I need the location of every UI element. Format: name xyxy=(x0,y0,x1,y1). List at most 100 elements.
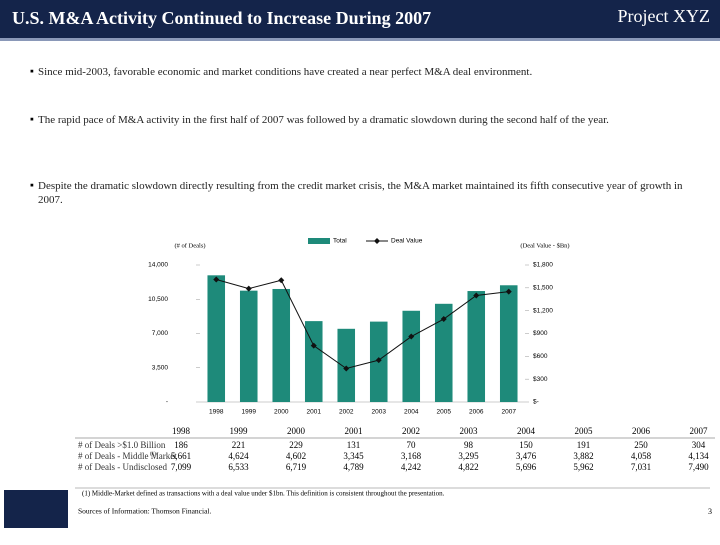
table-cell: 229 xyxy=(289,440,303,450)
legend-label: Total xyxy=(333,238,347,245)
bullet-marker: ▪ xyxy=(30,66,34,78)
row-label: # of Deals >$1.0 Billion xyxy=(78,440,166,450)
table-cell: 3,295 xyxy=(458,451,479,461)
bar xyxy=(467,291,486,402)
bullet-text-line: Despite the dramatic slowdown directly r… xyxy=(38,180,683,192)
x-tick-label: 2002 xyxy=(339,409,354,416)
legend-label: Deal Value xyxy=(391,238,423,245)
table-cell: 191 xyxy=(577,440,591,450)
project-name: Project XYZ xyxy=(618,6,710,26)
table-cell: 7,099 xyxy=(171,462,192,472)
y2-tick-label: $1,200 xyxy=(533,307,553,314)
table-cell: 6,533 xyxy=(228,462,249,472)
row-label: # of Deals - Undisclosed xyxy=(78,462,167,472)
bar xyxy=(337,328,356,402)
y-tick-label: 10,500 xyxy=(148,296,168,303)
bullet-marker: ▪ xyxy=(30,114,34,126)
bullet-text: Since mid-2003, favorable economic and m… xyxy=(38,66,532,78)
table-cell: 3,345 xyxy=(343,451,364,461)
y-tick-label: 3,500 xyxy=(152,364,169,371)
table-header: 2004 xyxy=(517,426,536,436)
header-bar xyxy=(0,0,720,38)
footnote: (1) Middle-Market defined as transaction… xyxy=(82,490,445,498)
bar xyxy=(272,288,291,402)
bullet-text: The rapid pace of M&A activity in the fi… xyxy=(38,114,609,126)
table-cell: 7,490 xyxy=(688,462,709,472)
table-cell: 150 xyxy=(519,440,533,450)
x-tick-label: 2003 xyxy=(372,409,387,416)
line-marker xyxy=(343,365,350,372)
table-cell: 5,661 xyxy=(171,451,191,461)
x-tick-label: 2007 xyxy=(502,409,517,416)
x-tick-label: 1998 xyxy=(209,409,224,416)
table-cell: 5,962 xyxy=(573,462,593,472)
y2-tick-label: $600 xyxy=(533,353,548,360)
row-note: (1) xyxy=(150,452,156,457)
bullet-text-line: The rapid pace of M&A activity in the fi… xyxy=(38,114,609,126)
line-marker xyxy=(310,342,317,349)
table-cell: 4,058 xyxy=(631,451,652,461)
header-rule xyxy=(0,38,720,41)
line-marker xyxy=(505,288,512,295)
table-header: 2003 xyxy=(460,426,479,436)
x-tick-label: 2001 xyxy=(307,409,322,416)
table-header: 1999 xyxy=(230,426,249,436)
table-header: 2002 xyxy=(402,426,420,436)
table-cell: 5,696 xyxy=(516,462,537,472)
bullet-text-line: Since mid-2003, favorable economic and m… xyxy=(38,66,532,78)
table-cell: 98 xyxy=(464,440,474,450)
line-marker xyxy=(278,277,285,284)
line-marker xyxy=(408,333,415,340)
table-cell: 4,789 xyxy=(343,462,364,472)
y-tick-label: 7,000 xyxy=(152,330,169,337)
y2-tick-label: $- xyxy=(533,399,539,406)
bar xyxy=(434,303,453,402)
y-tick-label: 14,000 xyxy=(148,262,168,269)
table-header: 1998 xyxy=(172,426,191,436)
bar xyxy=(239,290,258,402)
line-marker xyxy=(473,292,480,299)
line-marker xyxy=(440,316,447,323)
table-cell: 6,719 xyxy=(286,462,307,472)
y2-tick-label: $1,800 xyxy=(533,262,553,269)
table-cell: 131 xyxy=(347,440,361,450)
table-cell: 221 xyxy=(232,440,246,450)
bar xyxy=(304,321,323,402)
logo xyxy=(4,490,68,528)
y2-tick-label: $900 xyxy=(533,330,548,337)
bar xyxy=(207,275,226,402)
sources: Sources of Information: Thomson Financia… xyxy=(78,507,212,516)
legend-swatch xyxy=(374,238,380,244)
table-header: 2006 xyxy=(632,426,651,436)
slide-title: U.S. M&A Activity Continued to Increase … xyxy=(12,8,431,28)
table-cell: 4,624 xyxy=(228,451,249,461)
bullet-text: Despite the dramatic slowdown directly r… xyxy=(38,180,683,206)
y2-tick-label: $300 xyxy=(533,376,548,383)
table-cell: 7,031 xyxy=(631,462,651,472)
line xyxy=(216,278,509,370)
table-header: 2000 xyxy=(287,426,306,436)
table-cell: 3,476 xyxy=(516,451,537,461)
y-axis-label: (# of Deals) xyxy=(174,242,205,249)
table-header: 2007 xyxy=(690,426,709,436)
table-header: 2005 xyxy=(575,426,594,436)
table-cell: 186 xyxy=(174,440,188,450)
page-number: 3 xyxy=(708,507,712,516)
legend-swatch xyxy=(308,238,330,244)
line-marker xyxy=(213,276,220,283)
table-header: 2001 xyxy=(345,426,363,436)
bar xyxy=(402,310,421,402)
table-cell: 304 xyxy=(692,440,706,450)
line-marker xyxy=(245,285,252,292)
x-tick-label: 1999 xyxy=(242,409,257,416)
table-cell: 250 xyxy=(634,440,648,450)
table-cell: 4,242 xyxy=(401,462,421,472)
table-cell: 4,134 xyxy=(688,451,709,461)
bar xyxy=(499,285,518,402)
table-cell: 4,822 xyxy=(458,462,478,472)
table-cell: 3,168 xyxy=(401,451,422,461)
y2-tick-label: $1,500 xyxy=(533,285,553,292)
x-tick-label: 2004 xyxy=(404,409,419,416)
x-tick-label: 2000 xyxy=(274,409,289,416)
table-cell: 70 xyxy=(407,440,417,450)
